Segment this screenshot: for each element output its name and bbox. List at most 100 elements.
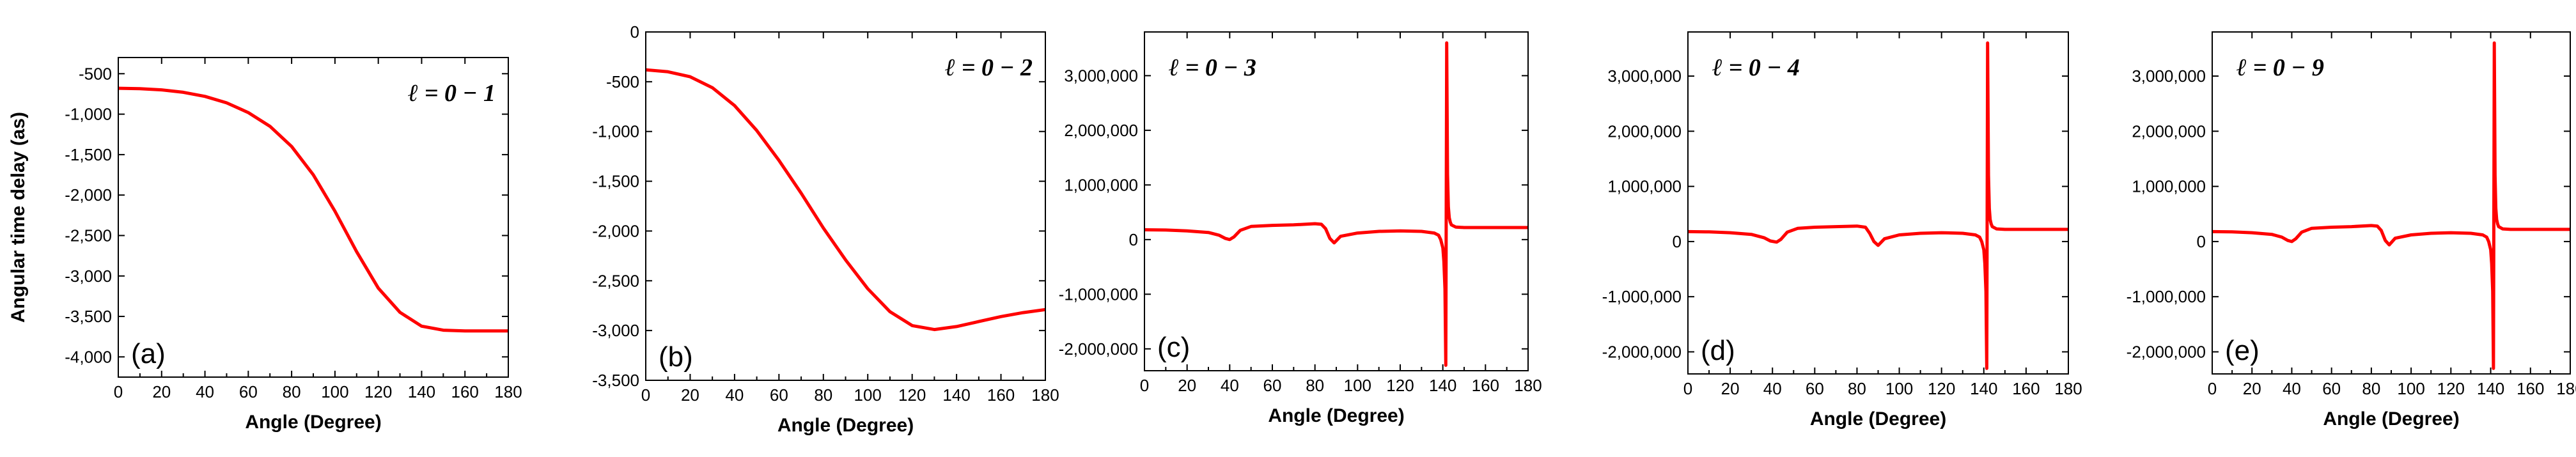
x-tick-label: 20: [1721, 379, 1740, 398]
x-tick-label: 0: [1683, 379, 1692, 398]
x-tick-label: 100: [2397, 379, 2424, 398]
x-tick-label: 20: [2243, 379, 2261, 398]
x-tick-label: 140: [1970, 379, 1997, 398]
y-tick-label: -500: [79, 64, 112, 83]
y-tick-label: -2,000,000: [1059, 339, 1138, 359]
y-tick-label: -2,000: [65, 185, 112, 205]
y-tick-label: -2,000,000: [1602, 342, 1682, 361]
panel-label: (e): [2225, 335, 2260, 366]
x-tick-label: 120: [364, 382, 392, 401]
y-tick-label: 0: [2197, 232, 2206, 251]
plot-frame: [2212, 31, 2571, 375]
x-tick-label: 60: [2322, 379, 2341, 398]
x-tick-label: 180: [1514, 376, 1542, 395]
plot-frame: [1144, 31, 1529, 371]
y-tick-label: -3,000: [592, 321, 639, 340]
x-tick-label: 100: [854, 385, 882, 405]
series-annotation: ℓ = 0 − 3: [1169, 54, 1256, 81]
chart-panel-3: 0 20 40 60 80 100 120 140 160 180 3,000,000 2,000,0…: [1059, 31, 1542, 426]
x-tick-label: 80: [1848, 379, 1866, 398]
y-tick-label: -500: [606, 72, 639, 91]
x-axis-label: Angle (Degree): [1268, 405, 1404, 426]
series-line-1: [1688, 41, 2068, 370]
x-tick-label: 80: [2362, 379, 2380, 398]
series-line-1: [2212, 41, 2570, 370]
y-tick-label: -3,500: [592, 371, 639, 390]
x-tick-label: 80: [1306, 376, 1324, 395]
x-tick-label: 160: [451, 382, 479, 401]
y-tick-label: -2,000,000: [2127, 342, 2206, 361]
panel-label: (c): [1157, 332, 1190, 363]
y-tick-label: -3,500: [65, 307, 112, 326]
panel-label: (b): [659, 341, 693, 373]
x-tick-label: 180: [1031, 385, 1059, 405]
y-tick-label: 3,000,000: [1607, 66, 1682, 86]
x-tick-label: 120: [1386, 376, 1414, 395]
x-tick-label: 0: [114, 382, 123, 401]
x-tick-label: 100: [1344, 376, 1371, 395]
y-tick-label: -3,000: [65, 267, 112, 286]
y-tick-label: 0: [1673, 232, 1682, 251]
x-tick-label: 0: [2208, 379, 2217, 398]
x-tick-label: 40: [1763, 379, 1782, 398]
x-axis-label: Angle (Degree): [777, 415, 914, 436]
series-annotation: ℓ = 0 − 9: [2236, 54, 2324, 81]
y-tick-label: 1,000,000: [2132, 177, 2206, 196]
series-annotation: ℓ = 0 − 4: [1712, 54, 1800, 81]
x-tick-label: 40: [196, 382, 214, 401]
x-tick-label: 180: [494, 382, 522, 401]
y-tick-label: 1,000,000: [1607, 177, 1682, 196]
x-tick-label: 40: [2283, 379, 2301, 398]
x-tick-label: 40: [725, 385, 744, 405]
x-tick-label: 120: [1928, 379, 1955, 398]
panel-label: (d): [1701, 335, 1735, 366]
x-tick-label: 20: [681, 385, 699, 405]
x-tick-label: 60: [770, 385, 788, 405]
x-tick-label: 20: [1178, 376, 1196, 395]
x-tick-label: 140: [2477, 379, 2504, 398]
series-line-1: [646, 68, 1045, 332]
chart-panel-1: 0 20 40 60 80 100 120 140 160 180 -500 -1,000 -1,500…: [8, 57, 522, 433]
panel-label: (a): [131, 338, 166, 369]
x-tick-label: 60: [1806, 379, 1824, 398]
y-tick-label: 2,000,000: [2132, 121, 2206, 141]
y-tick-label: 0: [630, 22, 639, 42]
x-axis-label: Angle (Degree): [2323, 408, 2459, 430]
y-tick-label: 3,000,000: [2132, 66, 2206, 86]
x-tick-label: 160: [987, 385, 1015, 405]
y-tick-label: 2,000,000: [1607, 121, 1682, 141]
chart-panel-4: 0 20 40 60 80 100 120 140 160 180 3,000,000 2,000,0…: [1602, 31, 2082, 430]
x-tick-label: 80: [283, 382, 301, 401]
x-tick-label: 60: [239, 382, 258, 401]
chart-panel-2: 0 20 40 60 80 100 120 140 160 180 0 -500 -1,000 -1,50…: [592, 22, 1059, 436]
y-tick-label: -1,000: [65, 105, 112, 124]
x-axis-label: Angle (Degree): [1810, 408, 1946, 430]
series-line-1: [1144, 41, 1528, 367]
series-annotation: ℓ = 0 − 2: [945, 54, 1033, 81]
x-tick-label: 100: [1885, 379, 1913, 398]
y-tick-label: -1,000,000: [1602, 287, 1682, 306]
x-tick-label: 80: [814, 385, 832, 405]
y-tick-label: 0: [1129, 230, 1138, 249]
y-axis-label: Angular time delay (as): [8, 112, 29, 323]
x-tick-label: 180: [2054, 379, 2082, 398]
y-tick-label: -1,500: [65, 145, 112, 164]
y-tick-label: -4,000: [65, 347, 112, 366]
y-tick-label: -2,500: [592, 271, 639, 290]
y-tick-label: -1,500: [592, 172, 639, 191]
x-axis-label: Angle (Degree): [245, 412, 381, 433]
x-tick-label: 160: [2012, 379, 2040, 398]
y-tick-label: -1,000,000: [1059, 284, 1138, 304]
series-annotation: ℓ = 0 − 1: [408, 80, 496, 107]
x-tick-label: 40: [1221, 376, 1239, 395]
y-tick-label: 2,000,000: [1064, 121, 1138, 140]
x-tick-label: 140: [942, 385, 970, 405]
y-tick-label: 1,000,000: [1064, 175, 1138, 194]
x-tick-label: 60: [1263, 376, 1282, 395]
x-tick-label: 160: [2517, 379, 2544, 398]
x-tick-label: 140: [1429, 376, 1456, 395]
series-line-1: [118, 86, 508, 333]
x-tick-label: 120: [2437, 379, 2465, 398]
plot-frame: [1687, 31, 2069, 375]
x-tick-label: 0: [641, 385, 650, 405]
